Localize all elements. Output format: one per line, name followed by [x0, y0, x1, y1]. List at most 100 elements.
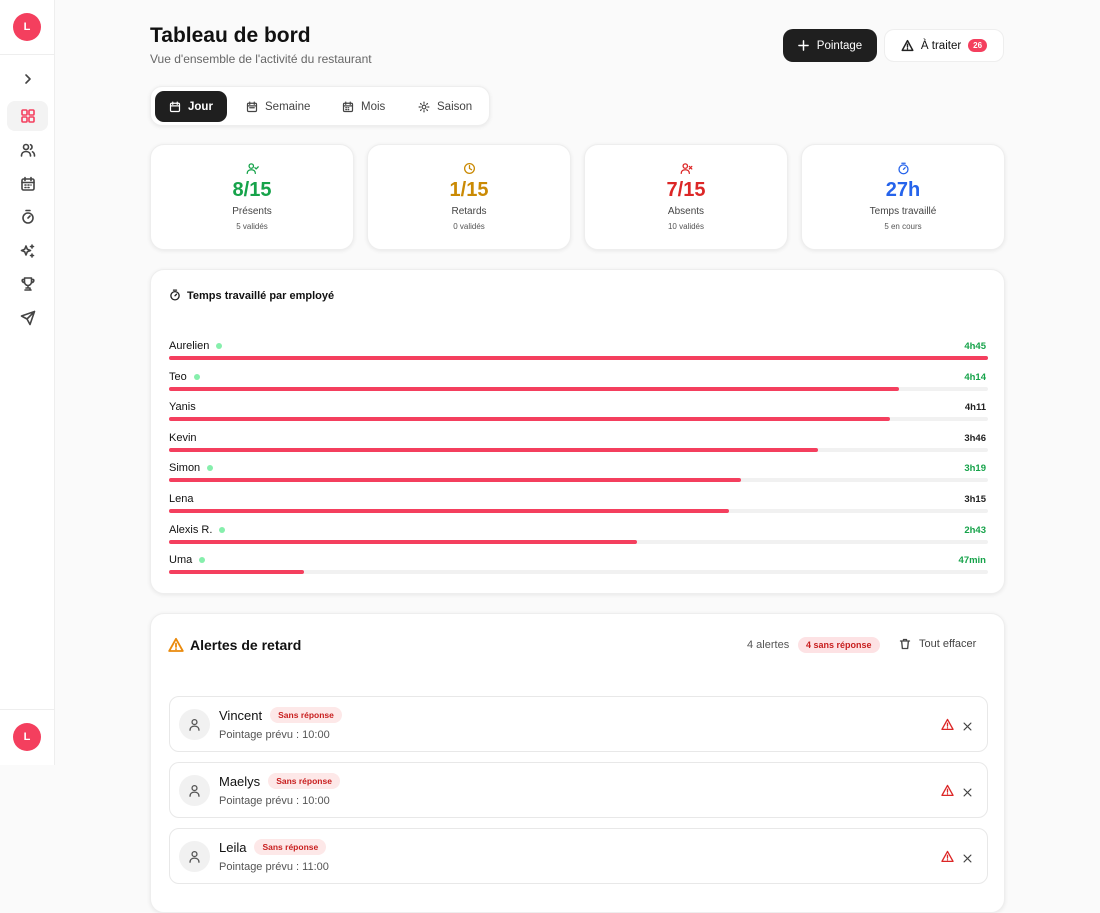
time-label: 2h43 [964, 524, 986, 536]
time-label: 4h11 [964, 402, 986, 414]
stat-sub: 5 validés [236, 222, 268, 231]
alert-detail: Pointage prévu : 11:00 [219, 861, 329, 873]
user-icon [188, 784, 201, 797]
time-label: 4h14 [964, 371, 986, 383]
avatar[interactable]: L [13, 13, 41, 41]
button-label: À traiter [920, 39, 962, 52]
clear-label: Tout effacer [919, 638, 977, 650]
employee-row: Lena [169, 493, 193, 505]
period-tab[interactable]: Saison [404, 91, 486, 122]
nav-employees[interactable] [20, 142, 36, 158]
employee-row: Alexis R. [169, 523, 226, 536]
card-title: Temps travaillé par employé [187, 290, 335, 302]
period-tab[interactable]: Jour [155, 91, 227, 122]
stat-icon [680, 162, 693, 175]
nav-ai[interactable] [20, 243, 36, 259]
bar [169, 386, 899, 391]
employee-name: Simon [169, 462, 201, 475]
pending-button[interactable]: À traiter 26 [884, 29, 1004, 62]
stat-icon-svg [463, 162, 476, 175]
plus-icon [797, 40, 809, 51]
dismiss-button[interactable] [962, 851, 973, 863]
employee-row: Teo [169, 371, 200, 383]
time-label: 3h15 [964, 494, 986, 505]
page-title: Tableau de bord [150, 24, 311, 47]
bar [169, 570, 305, 575]
stat-icon [897, 162, 910, 175]
bar [169, 478, 741, 483]
stat-sub: 10 validés [667, 222, 705, 231]
employee-row: Uma [169, 554, 206, 567]
user-avatar [179, 775, 210, 806]
period-tab[interactable]: Mois [328, 91, 399, 122]
alert-badge: Sans réponse [268, 773, 340, 789]
dismiss-button-svg [963, 788, 972, 797]
alert-item: Maelys Sans réponse Pointage prévu : 10:00 [169, 762, 988, 818]
user-avatar [179, 709, 210, 740]
clear-button[interactable]: Tout effacer [899, 638, 976, 650]
bar [169, 417, 891, 422]
period-tabs: Jour Semaine Mois Saison [150, 86, 490, 126]
active-dot [199, 557, 206, 564]
tab-icon [169, 101, 181, 113]
stat-value: 27h [885, 179, 921, 201]
nav-dashboard[interactable] [20, 108, 36, 124]
nav-timer[interactable] [20, 209, 36, 225]
alert-head: Leila Sans réponse [219, 839, 327, 855]
divider [0, 709, 55, 710]
stat-icon-svg [246, 163, 259, 175]
user-icon [188, 850, 201, 863]
warning-button[interactable] [941, 784, 954, 797]
employee-name: Uma [169, 554, 193, 567]
expand-button[interactable] [20, 71, 36, 87]
divider [0, 54, 55, 55]
stat-icon-svg [680, 163, 693, 175]
active-dot [216, 343, 223, 349]
sidebar: L L [0, 0, 55, 765]
tab-icon [418, 101, 430, 113]
dismiss-button[interactable] [962, 785, 973, 797]
tab-icon [246, 101, 258, 113]
nav-active-bg [7, 101, 48, 131]
pending-count: 26 [968, 39, 988, 52]
avatar[interactable]: L [13, 723, 41, 751]
alert-detail: Pointage prévu : 10:00 [219, 729, 330, 741]
employee-row: Kevin [169, 432, 197, 444]
alert-count: 4 alertes [747, 639, 790, 651]
active-dot [207, 465, 214, 472]
employee-name: Alexis R. [169, 523, 213, 536]
pointage-button[interactable]: Pointage [783, 29, 877, 62]
warning-button[interactable] [941, 850, 954, 863]
alert-item: Vincent Sans réponse Pointage prévu : 10:0… [169, 696, 988, 752]
alert-name: Maelys [219, 773, 261, 789]
stat-card: 1/15 Retards 0 validés [367, 144, 571, 250]
warning-button[interactable] [941, 718, 954, 731]
stat-label: Absents [667, 206, 705, 217]
employee-name: Teo [169, 370, 187, 383]
employee-row: Simon [169, 462, 214, 475]
user-icon-svg [189, 850, 200, 863]
warning-button-svg [941, 718, 954, 731]
employee-name: Lena [169, 493, 194, 505]
stat-label: Présents [232, 206, 272, 217]
alert-item: Leila Sans réponse Pointage prévu : 11:00 [169, 828, 988, 884]
warning-icon [168, 637, 184, 652]
nav-trophy[interactable] [20, 276, 36, 292]
alert-detail: Pointage prévu : 10:00 [219, 795, 330, 807]
time-label: 3h46 [964, 432, 986, 444]
period-tab[interactable]: Semaine [232, 91, 324, 122]
stat-card: 7/15 Absents 10 validés [584, 144, 788, 250]
user-avatar [179, 841, 210, 872]
nav-calendar[interactable] [20, 176, 36, 192]
nav-send[interactable] [20, 310, 36, 326]
active-dot [219, 526, 226, 533]
tab-icon-svg [246, 101, 258, 112]
dismiss-button[interactable] [962, 719, 973, 731]
card-title: Alertes de retard [190, 637, 302, 653]
page-subtitle: Vue d'ensemble de l'activité du restaura… [150, 52, 372, 66]
tab-icon-svg [418, 101, 430, 112]
dismiss-button-svg [963, 854, 972, 863]
stat-label: Temps travaillé [869, 206, 937, 217]
tab-label: Mois [361, 100, 386, 113]
stat-sub: 0 validés [453, 222, 485, 231]
